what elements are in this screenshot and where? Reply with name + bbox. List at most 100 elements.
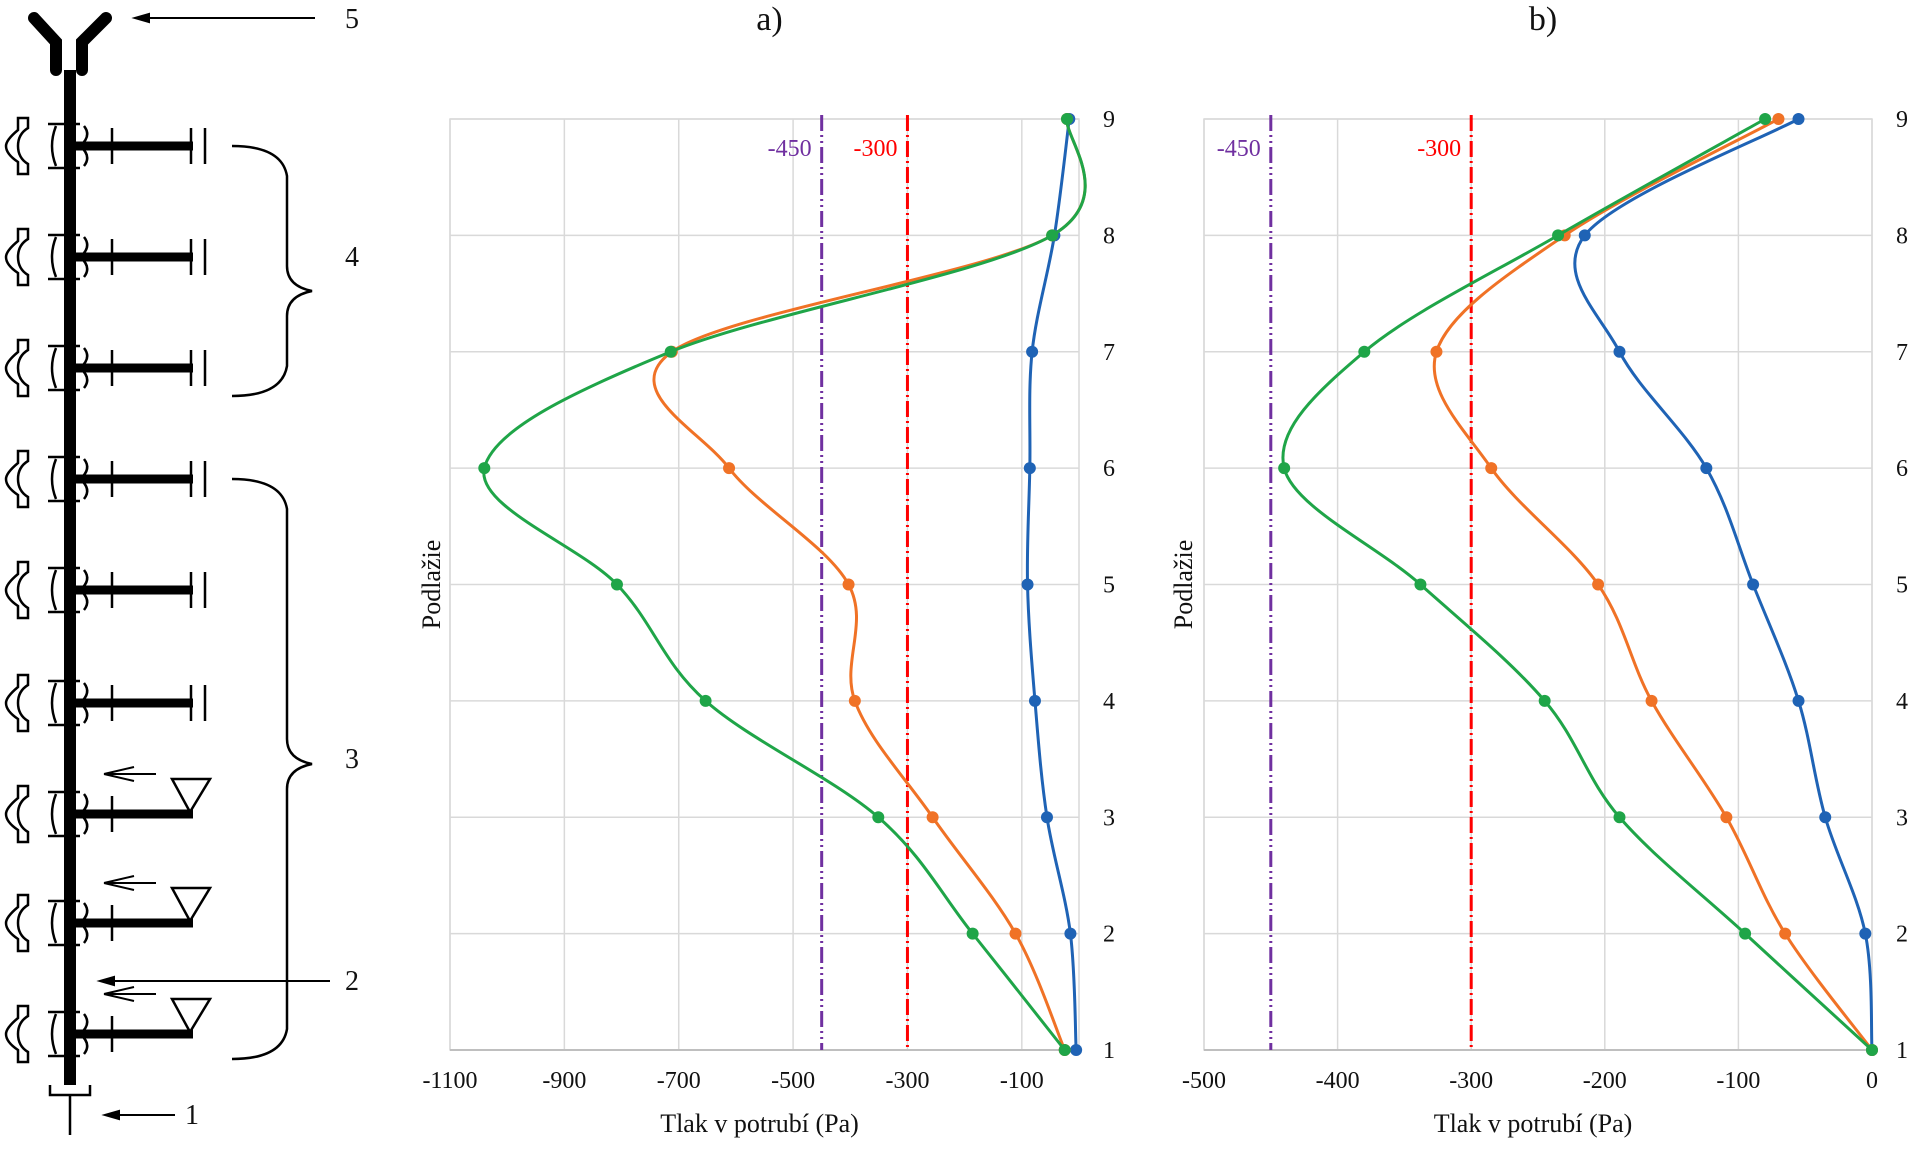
floor-branch [4, 673, 207, 733]
callout-label: 5 [345, 4, 359, 35]
data-point [1040, 811, 1053, 824]
data-point [1028, 694, 1041, 707]
data-point [1747, 578, 1760, 591]
y-tick-label: 9 [1896, 107, 1908, 133]
plug-icon [189, 128, 207, 164]
data-point [966, 927, 979, 940]
y-tick-label: 6 [1896, 456, 1908, 482]
y-tick-label: 8 [1896, 223, 1908, 249]
data-point [1578, 229, 1591, 242]
data-point [1592, 578, 1605, 591]
data-point [723, 462, 736, 475]
plug-icon [189, 350, 207, 386]
data-point [848, 694, 861, 707]
data-point [1538, 694, 1551, 707]
data-point [872, 811, 885, 824]
y-tick-label: 6 [1103, 456, 1115, 482]
floor-branch [4, 227, 207, 287]
y-tick-label: 4 [1896, 689, 1908, 715]
data-point [1278, 462, 1291, 475]
data-point [664, 345, 677, 358]
wc-icon [4, 227, 30, 287]
data-point [699, 694, 712, 707]
data-point [1792, 694, 1805, 707]
data-point [1009, 927, 1022, 940]
y-tick-label: 3 [1896, 805, 1908, 831]
brace-4 [231, 144, 313, 398]
plug-icon [189, 572, 207, 608]
y-tick-label: 3 [1103, 805, 1115, 831]
data-point [1739, 927, 1752, 940]
data-point [610, 578, 623, 591]
data-point [1645, 694, 1658, 707]
data-point [1720, 811, 1733, 824]
y-axis-label: Podlažie [417, 540, 446, 630]
x-tick-label: -1100 [422, 1068, 477, 1094]
data-point [1700, 462, 1713, 475]
floor-branch [4, 116, 207, 176]
wc-icon [4, 560, 30, 620]
pointer-arrow [101, 1109, 175, 1121]
data-point [1414, 578, 1427, 591]
data-point [1058, 1044, 1071, 1056]
data-point [842, 578, 855, 591]
brace-3 [231, 477, 313, 1061]
data-point [1613, 811, 1626, 824]
callout-label: 1 [185, 1100, 199, 1131]
floor-branch [4, 766, 213, 844]
chart-title: b) [1529, 1, 1557, 38]
airflow-arrow-icon [103, 875, 156, 891]
floor-branch [4, 560, 207, 620]
x-axis-label: Tlak v potrubí (Pa) [1434, 1109, 1633, 1138]
x-tick-label: -500 [1182, 1068, 1226, 1094]
y-tick-label: 2 [1103, 922, 1115, 948]
wc-icon [4, 673, 30, 733]
wc-icon [4, 893, 30, 953]
reference-line-label: -450 [1217, 136, 1261, 162]
reference-line-label: -300 [853, 136, 897, 162]
x-tick-label: -700 [657, 1068, 701, 1094]
fitting-icon [48, 679, 89, 727]
reference-line-label: -300 [1417, 136, 1461, 162]
x-tick-label: -400 [1316, 1068, 1360, 1094]
data-point [1070, 1044, 1083, 1056]
x-axis-label: Tlak v potrubí (Pa) [660, 1109, 859, 1138]
y-tick-label: 1 [1896, 1038, 1908, 1064]
wc-icon [4, 449, 30, 509]
data-point [1358, 345, 1371, 358]
base-fitting [48, 1085, 92, 1135]
x-tick-label: -300 [885, 1068, 929, 1094]
y-tick-label: 1 [1103, 1038, 1115, 1064]
callout-label: 4 [345, 242, 359, 273]
data-point [1759, 113, 1772, 125]
fitting-icon [48, 899, 89, 947]
floor-branch [4, 986, 213, 1064]
y-tick-label: 4 [1103, 689, 1115, 715]
y-tick-label: 2 [1896, 922, 1908, 948]
chart-title: a) [756, 1, 782, 38]
trap-triangle-icon [169, 997, 213, 1035]
x-tick-label: -300 [1449, 1068, 1493, 1094]
vent-cap [28, 12, 112, 76]
y-axis-label: Podlažie [1169, 540, 1198, 630]
plug-icon [189, 461, 207, 497]
fitting-icon [48, 233, 89, 281]
callout-label: 2 [345, 966, 359, 997]
trap-triangle-icon [169, 777, 213, 815]
fitting-icon [48, 344, 89, 392]
y-tick-label: 9 [1103, 107, 1115, 133]
data-point [1023, 462, 1036, 475]
fitting-icon [48, 122, 89, 170]
data-point [926, 811, 939, 824]
data-point [1026, 345, 1039, 358]
x-tick-label: -100 [1000, 1068, 1044, 1094]
wc-icon [4, 116, 30, 176]
floor-branch [4, 338, 207, 398]
wc-icon [4, 338, 30, 398]
pointer-arrow [96, 975, 330, 987]
series-line [1432, 117, 1874, 1051]
data-point [1046, 229, 1059, 242]
data-point [1430, 345, 1443, 358]
reference-line-label: -450 [768, 136, 812, 162]
